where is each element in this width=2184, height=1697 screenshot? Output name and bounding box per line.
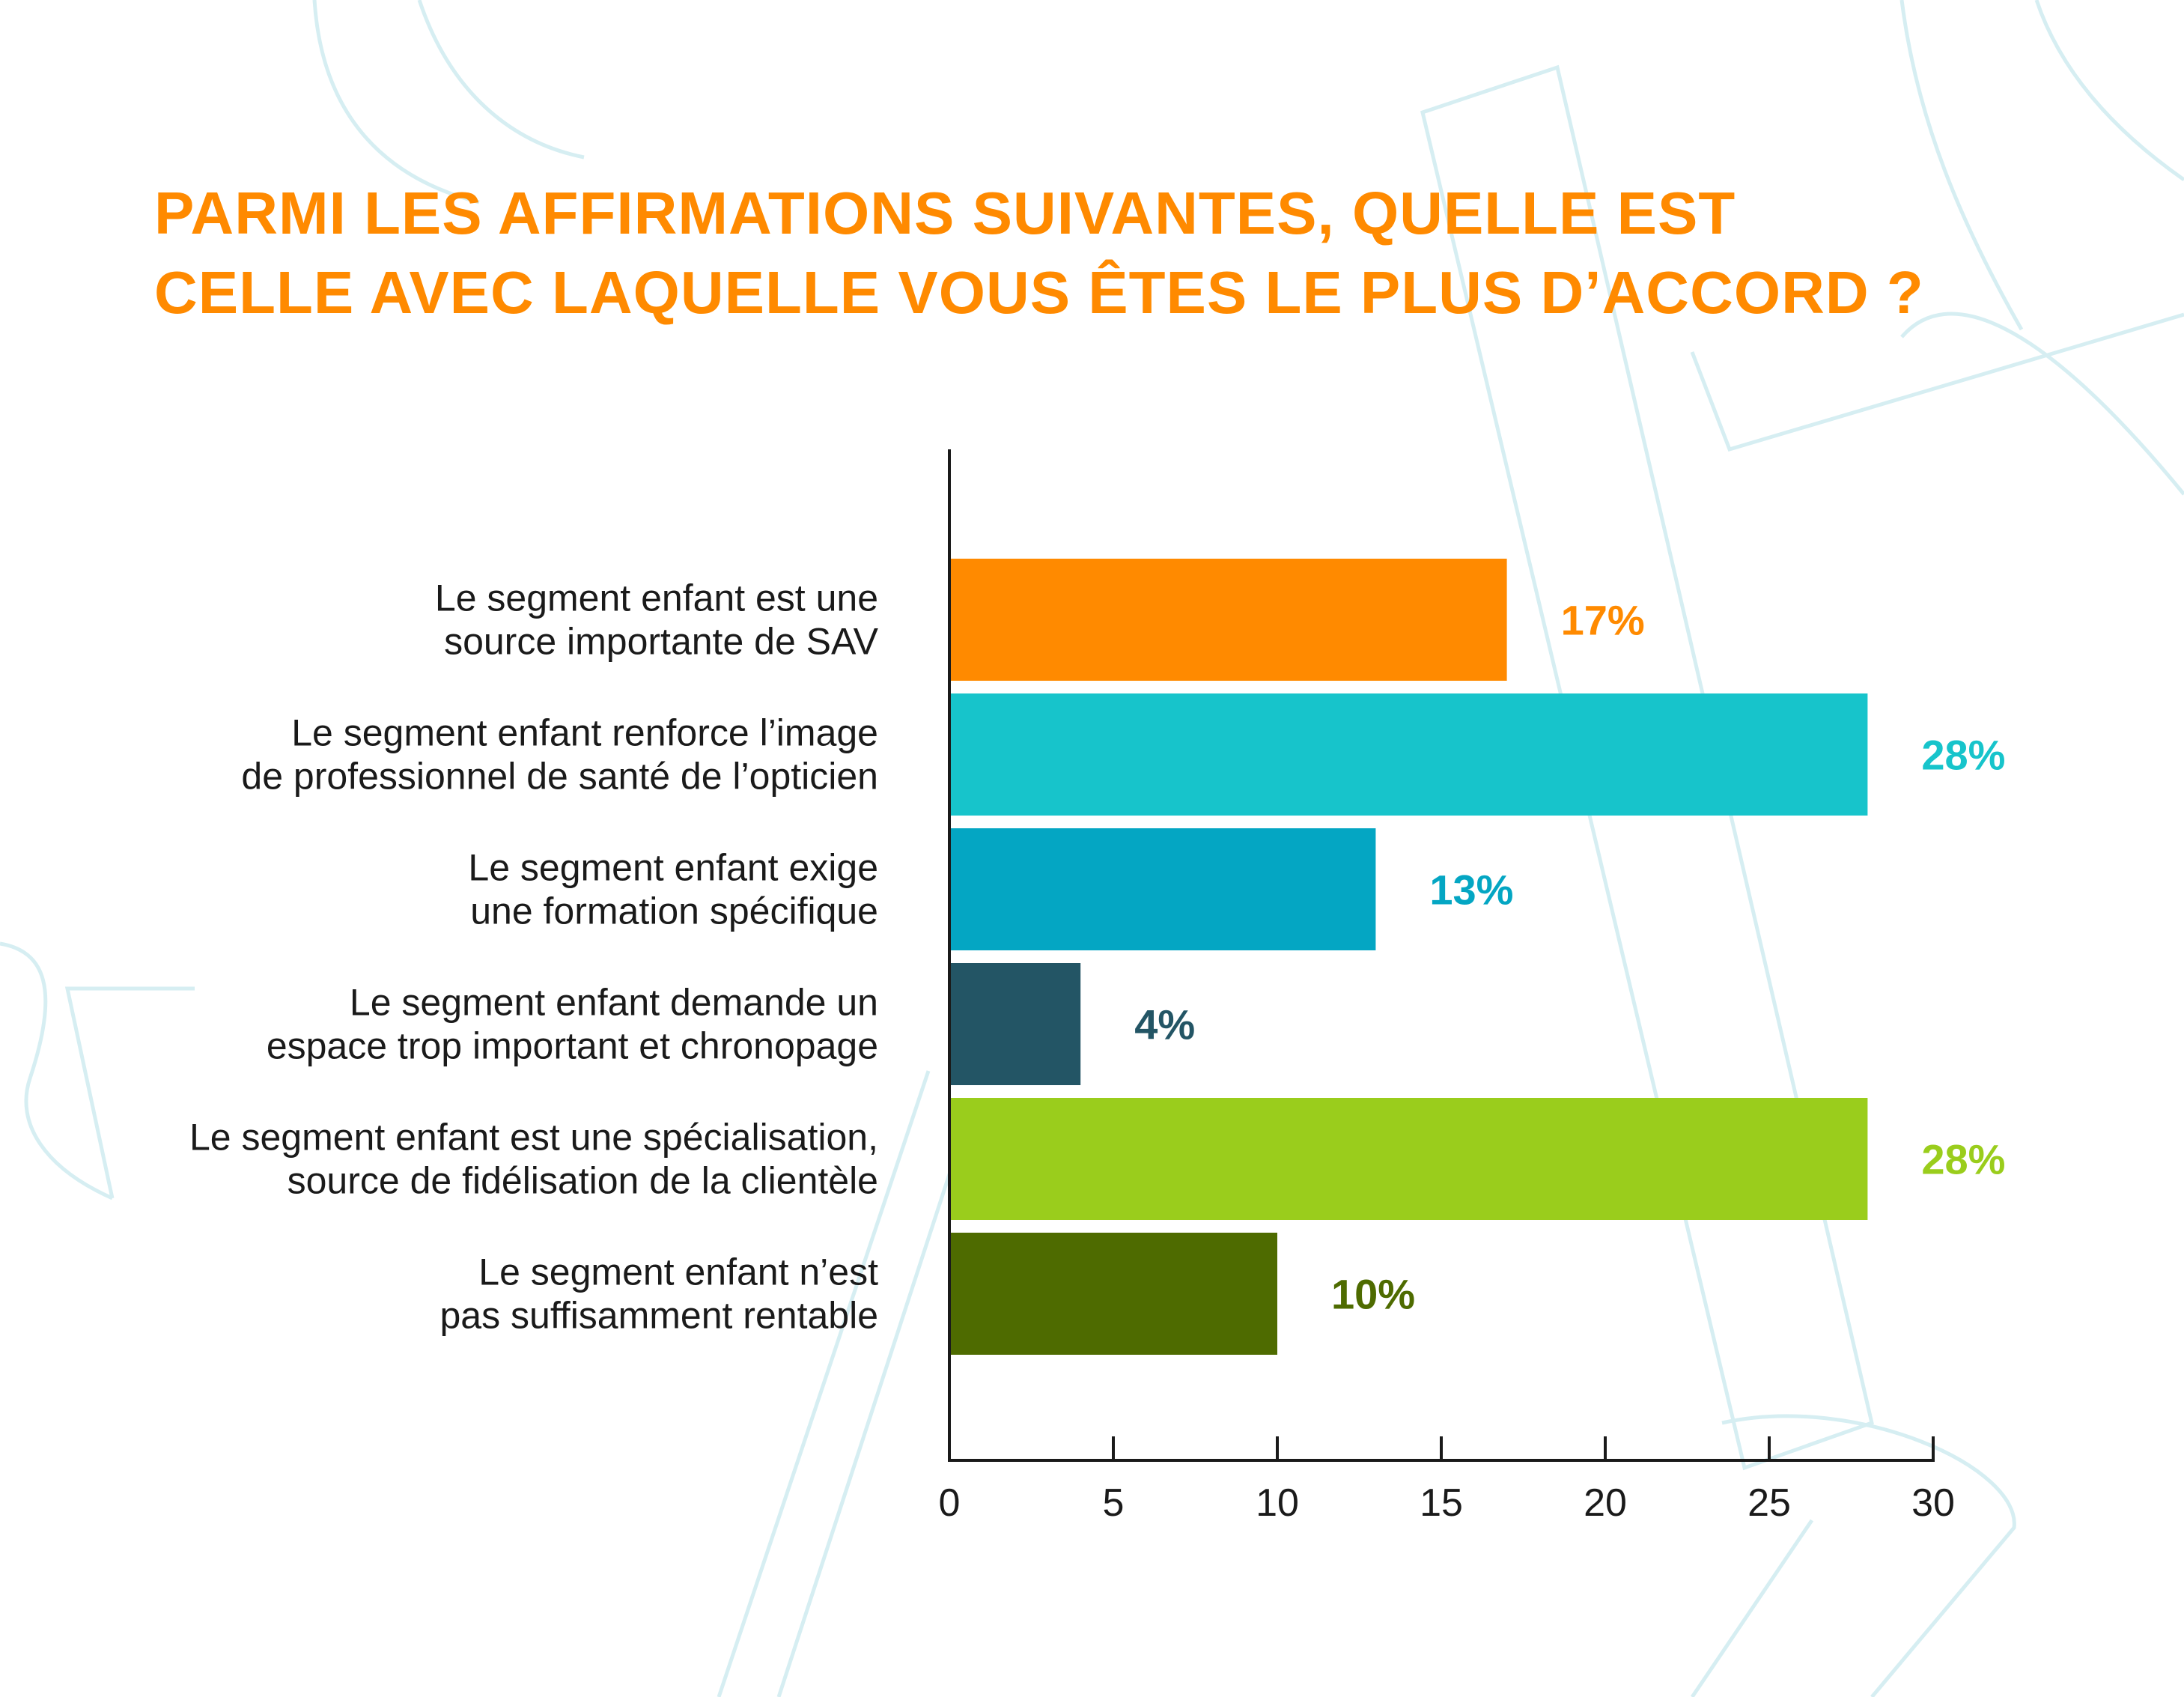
value-labels: 17% 28% 13% 4% 28% 10% bbox=[1134, 597, 2005, 1318]
chart-title-line-2: CELLE AVEC LAQUELLE VOUS ÊTES LE PLUS D’… bbox=[154, 259, 1924, 326]
bar-2 bbox=[949, 693, 1868, 816]
bars-group bbox=[949, 559, 1868, 1355]
watermark-stroke bbox=[312, 0, 480, 204]
x-tick-label-5: 5 bbox=[1103, 1481, 1125, 1525]
bar-3 bbox=[949, 828, 1376, 950]
chart-title-line-1: PARMI LES AFFIRMATIONS SUIVANTES, QUELLE… bbox=[154, 180, 1736, 246]
x-tick-label-15: 15 bbox=[1420, 1481, 1463, 1525]
category-label-line: Le segment enfant est une bbox=[435, 577, 878, 619]
watermark-stroke bbox=[1721, 1414, 2016, 1697]
watermark-stroke bbox=[776, 1100, 976, 1697]
bar-1 bbox=[949, 559, 1507, 681]
x-tick-label-20: 20 bbox=[1584, 1481, 1627, 1525]
bar-4 bbox=[949, 963, 1081, 1085]
watermark-stroke bbox=[717, 1070, 931, 1697]
watermark-stroke bbox=[417, 0, 585, 160]
x-tick-label-0: 0 bbox=[939, 1481, 961, 1525]
category-label-line: une formation spécifique bbox=[470, 890, 878, 932]
x-tick-label-25: 25 bbox=[1747, 1481, 1791, 1525]
value-label-4: 4% bbox=[1134, 1001, 1195, 1048]
bar-6 bbox=[949, 1233, 1277, 1355]
axes: 0 5 10 15 20 25 30 bbox=[939, 449, 1955, 1525]
category-label-5: Le segment enfant est une spécialisation… bbox=[189, 1117, 878, 1202]
watermark-stroke bbox=[1900, 312, 2184, 496]
watermark-stroke bbox=[1690, 1519, 1814, 1697]
category-label-line: Le segment enfant exige bbox=[468, 847, 878, 889]
value-label-2: 28% bbox=[1921, 732, 2005, 779]
value-label-3: 13% bbox=[1429, 866, 1513, 914]
value-label-6: 10% bbox=[1331, 1271, 1415, 1318]
watermark-stroke bbox=[64, 986, 195, 1199]
category-label-line: pas suffisamment rentable bbox=[440, 1295, 879, 1337]
category-label-line: espace trop important et chronopage bbox=[267, 1025, 878, 1067]
category-label-3: Le segment enfant exige une formation spé… bbox=[468, 847, 878, 932]
category-label-line: Le segment enfant n’est bbox=[478, 1251, 878, 1293]
category-label-4: Le segment enfant demande un espace trop … bbox=[267, 982, 878, 1067]
category-label-6: Le segment enfant n’est pas suffisamment … bbox=[440, 1251, 879, 1337]
category-label-line: source de fidélisation de la clientèle bbox=[288, 1160, 878, 1202]
category-label-line: Le segment enfant renforce l’image bbox=[291, 712, 878, 754]
watermark-stroke bbox=[0, 941, 114, 1200]
chart-title: PARMI LES AFFIRMATIONS SUIVANTES, QUELLE… bbox=[154, 174, 2101, 333]
category-label-line: Le segment enfant est une spécialisation… bbox=[189, 1117, 878, 1159]
category-labels: Le segment enfant est une source importan… bbox=[189, 577, 879, 1337]
bar-5 bbox=[949, 1098, 1868, 1220]
value-label-5: 28% bbox=[1921, 1136, 2005, 1183]
watermark-stroke bbox=[1690, 312, 2184, 452]
x-tick-label-10: 10 bbox=[1256, 1481, 1299, 1525]
watermark-stroke bbox=[1899, 0, 2024, 331]
x-tick-label-30: 30 bbox=[1911, 1481, 1955, 1525]
watermark-stroke bbox=[1420, 64, 1874, 1471]
category-label-line: Le segment enfant demande un bbox=[350, 982, 878, 1024]
value-label-1: 17% bbox=[1561, 597, 1645, 644]
category-label-line: de professionnel de santé de l’opticien bbox=[241, 756, 878, 798]
watermark-stroke bbox=[2034, 0, 2184, 182]
category-label-2: Le segment enfant renforce l’image de pro… bbox=[241, 712, 878, 798]
category-label-line: source importante de SAV bbox=[444, 621, 879, 663]
category-label-1: Le segment enfant est une source importan… bbox=[435, 577, 879, 663]
